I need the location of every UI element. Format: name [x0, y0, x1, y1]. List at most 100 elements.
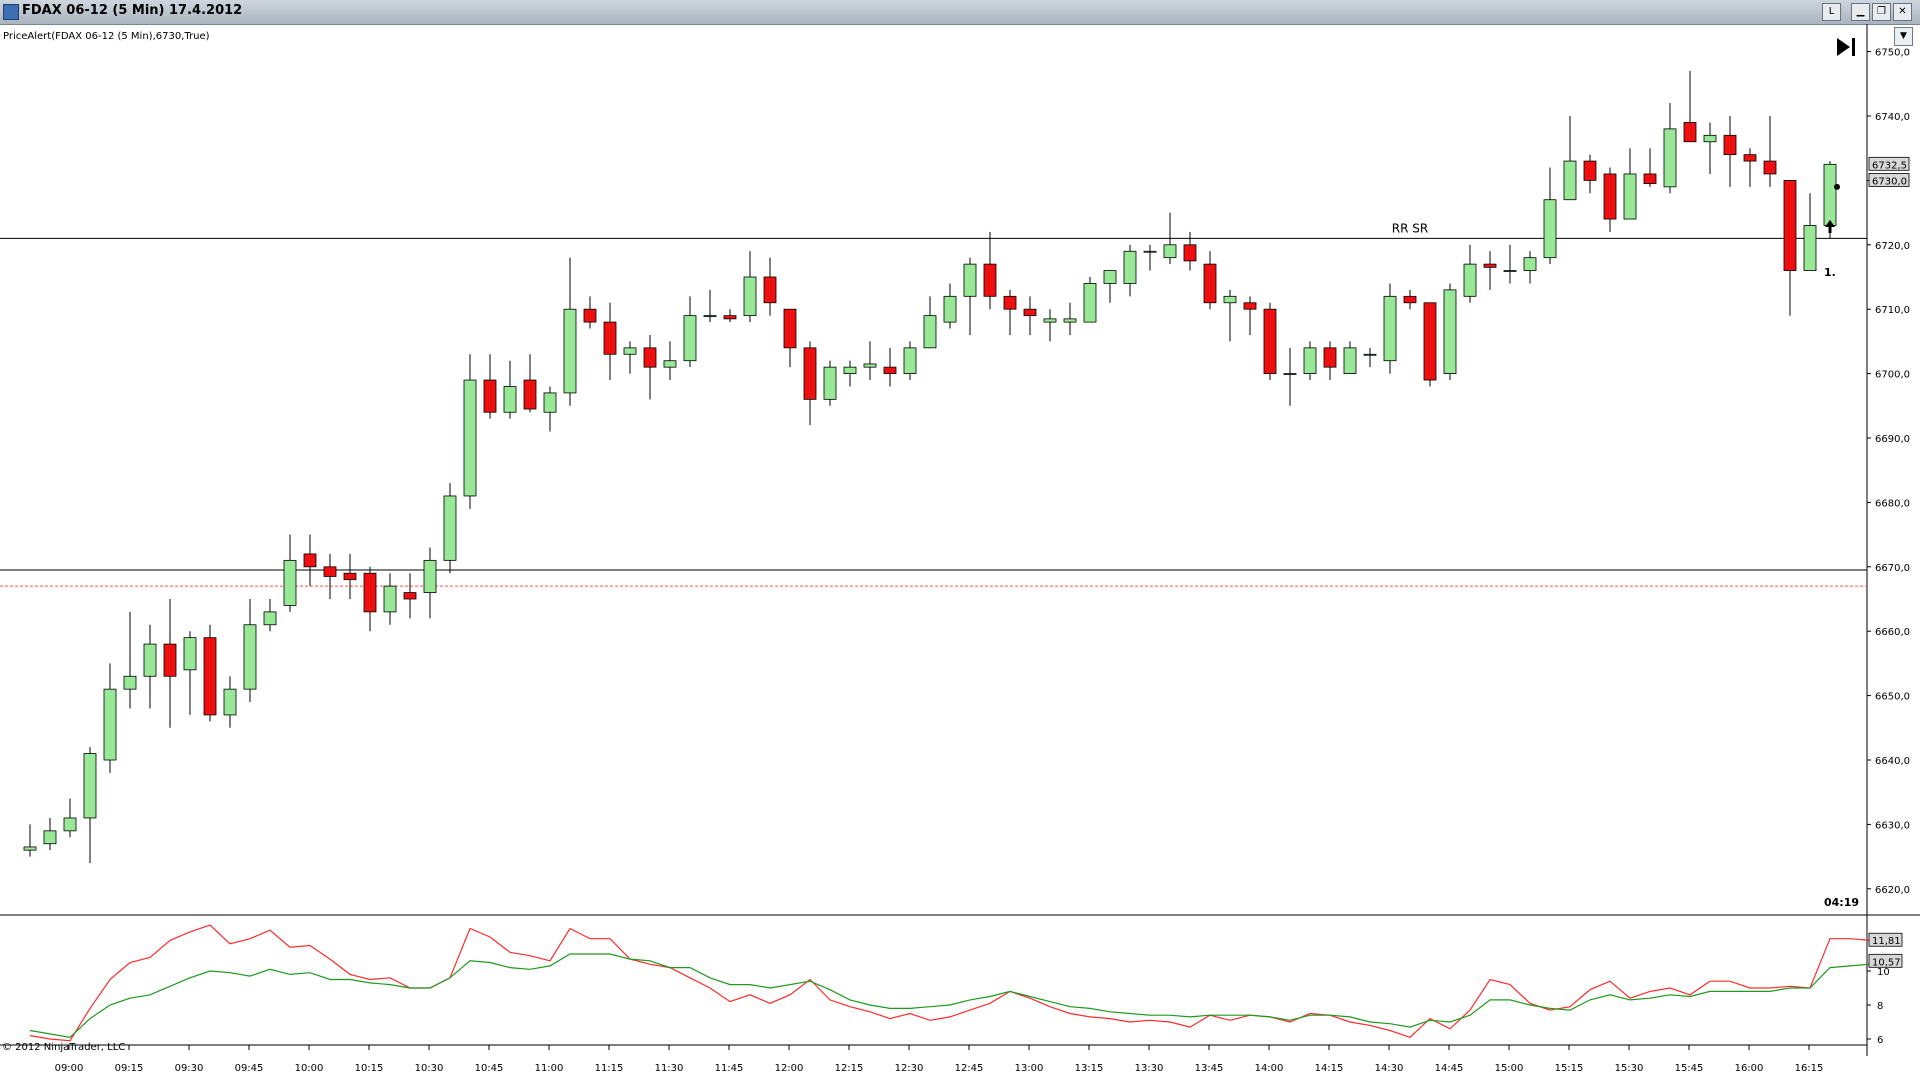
- candle-body: [583, 308, 597, 323]
- osc-marker-label: 10,57: [1872, 957, 1901, 968]
- candle-body: [423, 559, 437, 593]
- price-tick-label: 6680,0: [1875, 498, 1910, 509]
- oscillator-green-line: [29, 953, 1871, 1038]
- candle-body: [863, 363, 877, 368]
- candle-body: [683, 315, 697, 362]
- candle-body: [723, 315, 737, 320]
- price-tick-label: 6750,0: [1875, 48, 1910, 59]
- candle-body: [363, 572, 377, 613]
- time-tick-label: 15:30: [1615, 1063, 1644, 1074]
- candle-body: [1723, 134, 1737, 156]
- time-tick-label: 10:00: [295, 1063, 324, 1074]
- candle-body: [603, 321, 617, 355]
- time-tick-label: 11:45: [715, 1063, 744, 1074]
- osc-tick-label: 10: [1877, 967, 1890, 978]
- time-tick-label: 14:15: [1315, 1063, 1344, 1074]
- candle-body: [1063, 318, 1077, 323]
- close-button[interactable]: ✕: [1893, 3, 1912, 21]
- osc-marker-label: 11,81: [1872, 936, 1901, 947]
- candle-body: [1303, 347, 1317, 374]
- time-tick-label: 09:45: [235, 1063, 264, 1074]
- candle-body: [163, 643, 177, 677]
- candle-body: [523, 379, 537, 410]
- minimize-button[interactable]: ▁: [1851, 3, 1870, 21]
- time-tick-label: 14:30: [1375, 1063, 1404, 1074]
- price-tick-label: 6720,0: [1875, 241, 1910, 252]
- osc-marker-box: [1868, 953, 1903, 968]
- candle-body: [1543, 199, 1557, 259]
- time-tick-label: 14:00: [1255, 1063, 1284, 1074]
- candle-body: [43, 830, 57, 845]
- candle-body: [1323, 347, 1337, 368]
- candle-body: [383, 585, 397, 613]
- window-titlebar: FDAX 06-12 (5 Min) 17.4.2012 L ▁ ❐ ✕: [0, 0, 1920, 25]
- price-marker-label: 6732,5: [1872, 160, 1907, 171]
- candle-body: [1143, 250, 1157, 253]
- time-tick-label: 13:00: [1015, 1063, 1044, 1074]
- candle-body: [183, 637, 197, 671]
- time-tick-label: 10:15: [355, 1063, 384, 1074]
- price-tick-label: 6740,0: [1875, 112, 1910, 123]
- osc-tick-label: 6: [1877, 1035, 1883, 1046]
- price-tick-label: 6620,0: [1875, 885, 1910, 896]
- chevron-down-icon[interactable]: ▼: [1894, 27, 1913, 46]
- time-tick-label: 12:00: [775, 1063, 804, 1074]
- chart-canvas[interactable]: RR SR 6620,0 6630,0 6640,0 6650,0 6660,0 6670,…: [0, 24, 1920, 1080]
- candle-body: [703, 315, 717, 318]
- candle-body: [1343, 347, 1357, 374]
- candle-body: [1483, 263, 1497, 268]
- candle-body: [983, 263, 997, 297]
- candle-body: [1123, 250, 1137, 284]
- price-marker-box: [1868, 172, 1910, 187]
- candle-body: [1823, 163, 1837, 226]
- candle-body: [1743, 154, 1757, 162]
- candle-body: [643, 347, 657, 368]
- time-tick-label: 09:15: [115, 1063, 144, 1074]
- candle-body: [1503, 270, 1517, 272]
- app-icon: [3, 4, 19, 20]
- candle-body: [343, 572, 357, 581]
- osc-tick-label: 8: [1877, 1001, 1883, 1012]
- time-tick-label: 13:45: [1195, 1063, 1224, 1074]
- candle-body: [763, 276, 777, 304]
- restore-button[interactable]: ❐: [1872, 3, 1891, 21]
- up-arrow-icon: [1825, 220, 1835, 233]
- l-button[interactable]: L: [1822, 3, 1841, 21]
- candle-body: [403, 592, 417, 600]
- candle-body: [1563, 160, 1577, 201]
- time-tick-label: 14:45: [1435, 1063, 1464, 1074]
- time-tick-label: 10:30: [415, 1063, 444, 1074]
- candle-body: [963, 263, 977, 297]
- candle-body: [483, 379, 497, 413]
- candle-body: [1783, 179, 1797, 271]
- price-tick-label: 6650,0: [1875, 692, 1910, 703]
- time-tick-label: 13:15: [1075, 1063, 1104, 1074]
- candle-body: [1103, 270, 1117, 284]
- candle-body: [1383, 295, 1397, 362]
- candle-body: [323, 566, 337, 577]
- osc-marker-box: [1868, 932, 1903, 947]
- candle-body: [1263, 308, 1277, 375]
- candle-body: [543, 392, 557, 413]
- candle-body: [103, 688, 117, 761]
- candle-body: [443, 495, 457, 561]
- time-tick-label: 11:00: [535, 1063, 564, 1074]
- candle-body: [203, 637, 217, 716]
- candle-body: [1203, 263, 1217, 304]
- candle-body: [303, 553, 317, 568]
- price-marker-label: 6730,0: [1872, 176, 1907, 187]
- skip-to-end-icon: [1837, 38, 1855, 56]
- candle-body: [1283, 373, 1297, 376]
- candle-body: [263, 611, 277, 626]
- price-tick-label: 6630,0: [1875, 820, 1910, 831]
- candle-body: [1643, 173, 1657, 185]
- candle-body: [1443, 289, 1457, 375]
- candle-body: [1163, 244, 1177, 259]
- candle-body: [1463, 263, 1477, 297]
- candle-body: [1623, 173, 1637, 220]
- candle-body: [83, 753, 97, 819]
- price-marker-box: [1868, 156, 1910, 171]
- time-tick-label: 12:30: [895, 1063, 924, 1074]
- time-tick-label: 12:45: [955, 1063, 984, 1074]
- candle-body: [1003, 295, 1017, 310]
